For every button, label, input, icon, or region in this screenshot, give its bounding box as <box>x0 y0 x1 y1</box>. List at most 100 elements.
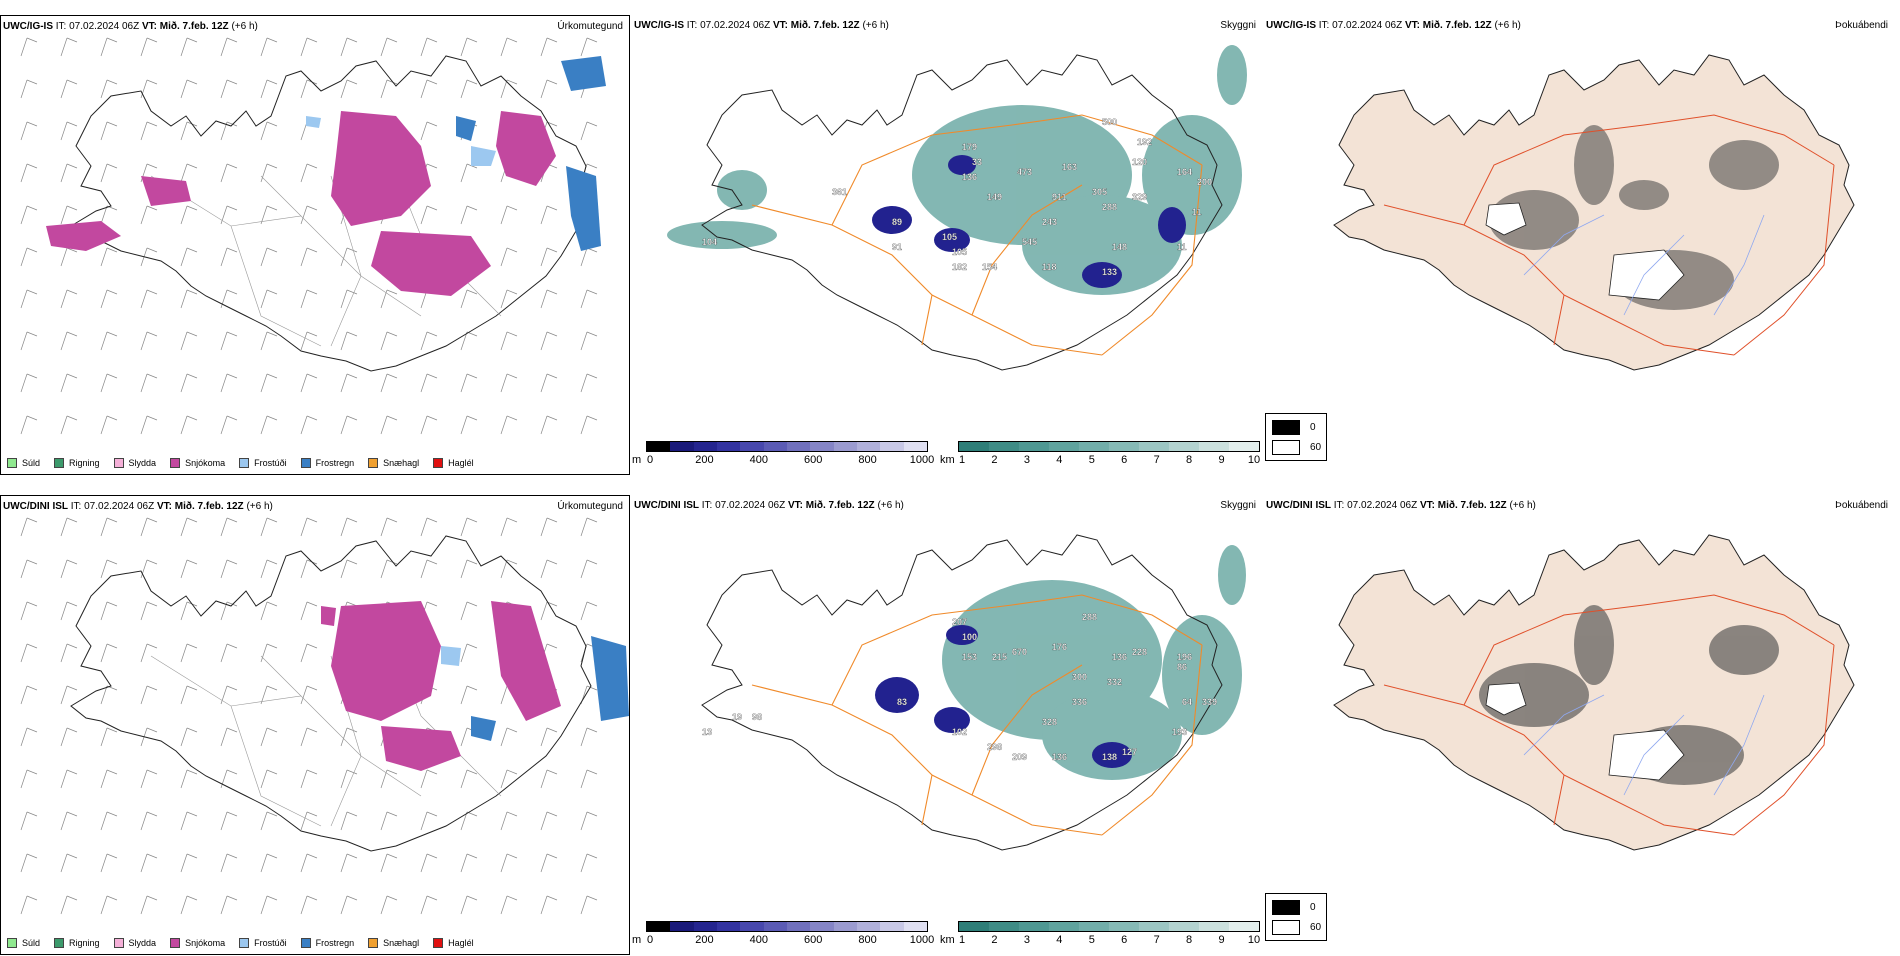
tick-label: 5 <box>1088 454 1095 466</box>
road-network <box>1383 114 1835 356</box>
legend-item: Snjókoma <box>170 458 225 468</box>
visibility-colorbar-row2: km 1 2 3 4 5 6 7 8 9 10 <box>940 915 1265 949</box>
freezing-drizzle-area <box>441 646 461 666</box>
tick-label: 10 <box>1247 934 1261 946</box>
legend-swatch <box>300 458 311 468</box>
color-step <box>1229 922 1259 931</box>
legend-item: Haglél <box>433 938 474 948</box>
color-step <box>856 442 881 451</box>
fog-map <box>1333 54 1855 371</box>
legend-label: Slydda <box>128 938 157 948</box>
tick-label: 600 <box>804 934 823 946</box>
ceiling-value-label: 545 <box>1022 237 1037 247</box>
ceiling-value-label: 339 <box>1202 697 1217 707</box>
ceiling-value-label: 182 <box>952 262 967 272</box>
iceland-coastline <box>70 535 592 852</box>
field-name: Þokuábendi <box>1835 20 1888 31</box>
panel-title: UWC/DINI ISL IT: 07.02.2024 06Z VT: Mið.… <box>1266 500 1536 511</box>
legend-swatch <box>300 938 311 948</box>
color-step <box>763 922 787 931</box>
legend-item: Súld <box>7 458 40 468</box>
ceiling-value-label: 196 <box>1177 652 1192 662</box>
ceiling-value-label: 11 <box>1192 207 1202 217</box>
tick-label: 7 <box>1153 934 1160 946</box>
color-step <box>989 442 1019 451</box>
ceiling-value-label: 473 <box>1017 167 1032 177</box>
ceiling-value-label: 91 <box>892 242 902 252</box>
color-step <box>693 922 717 931</box>
freezing-rain-area <box>471 636 629 741</box>
legend-swatch <box>7 458 17 468</box>
road-network <box>751 114 1203 356</box>
snowfall-area <box>321 601 561 771</box>
panel-title: UWC/DINI ISL IT: 07.02.2024 06Z VT: Mið.… <box>3 501 273 512</box>
color-step <box>1079 922 1109 931</box>
legend-label: Frostregn <box>315 458 355 468</box>
ceiling-value-label: 228 <box>1132 647 1147 657</box>
legend-item: Súld <box>7 938 40 948</box>
legend-item: Snæhagl <box>368 938 419 948</box>
height-bar <box>646 441 928 452</box>
legend-item: Snæhagl <box>368 458 419 468</box>
legend-item: Frostúði <box>239 938 287 948</box>
ceiling-value-label: 118 <box>1042 262 1057 272</box>
ceiling-value-label: 215 <box>992 652 1007 662</box>
color-step <box>880 442 904 451</box>
field-name: Úrkomutegund <box>557 501 623 512</box>
color-step <box>1199 442 1229 451</box>
height-colorbar-row2: m 0 200 400 600 800 1000 <box>632 915 934 949</box>
color-step <box>1139 922 1169 931</box>
height-colorbar-row1: m 0 200 400 600 800 1000 <box>632 435 934 469</box>
ceiling-value-label: 127 <box>1122 747 1137 757</box>
ceiling-value-label: 105 <box>942 232 957 242</box>
visibility-unit: km <box>940 934 955 946</box>
ceiling-value-label: 361 <box>832 187 847 197</box>
legend-swatch <box>54 458 65 468</box>
ceiling-value-label: 207 <box>952 617 967 627</box>
tick-label: 200 <box>695 934 714 946</box>
color-step <box>1229 442 1259 451</box>
color-step <box>1019 442 1049 451</box>
tick-label: 400 <box>749 454 768 466</box>
tick-label: 10 <box>1247 454 1261 466</box>
legend-label: Haglél <box>448 458 474 468</box>
legend-label: Rigning <box>69 938 100 948</box>
glaciers <box>1485 682 1685 781</box>
legend-item: Haglél <box>433 458 474 468</box>
fog-indicator-panel-row2: UWC/DINI ISL IT: 07.02.2024 06Z VT: Mið.… <box>1264 495 1894 955</box>
color-step <box>716 442 741 451</box>
ceiling-value-label: 176 <box>1052 642 1067 652</box>
color-step <box>810 442 834 451</box>
fog-swatch-0 <box>1272 420 1300 435</box>
precip-legend: Súld Rigning Slydda Snjókoma Frostúði Frostre… <box>7 938 474 948</box>
road-network <box>1383 594 1835 836</box>
color-step <box>786 922 811 931</box>
ceiling-map: 207 100 153 215 670 176 288 136 300 332 228 196 83 33… <box>701 534 1246 851</box>
iceland-coastline <box>70 55 592 372</box>
field-name: Úrkomutegund <box>557 21 623 32</box>
tick-label: 800 <box>858 934 877 946</box>
ceiling-value-label: 179 <box>962 142 977 152</box>
visibility-shading <box>667 45 1247 295</box>
height-bar <box>646 921 928 932</box>
ceiling-value-label: 104 <box>702 237 717 247</box>
legend-swatch <box>433 458 444 468</box>
tick-label: 6 <box>1121 454 1128 466</box>
ceiling-value-label: 298 <box>987 742 1002 752</box>
ceiling-value-label: 209 <box>1012 752 1027 762</box>
color-step <box>1199 922 1229 931</box>
legend-swatch <box>170 938 181 948</box>
color-step <box>647 922 671 931</box>
fog-map <box>1333 534 1855 851</box>
legend-item: Rigning <box>54 458 100 468</box>
ceiling-value-label: 670 <box>1012 647 1027 657</box>
ceiling-value-label: 500 <box>1102 117 1117 127</box>
tick-label: 0 <box>646 934 654 946</box>
legend-label: Snæhagl <box>383 938 420 948</box>
road-network <box>751 594 1203 836</box>
rivers <box>1523 694 1765 796</box>
ceiling-value-label: 328 <box>1042 717 1057 727</box>
ceiling-value-label: 336 <box>1072 697 1087 707</box>
tick-label: 3 <box>1023 454 1030 466</box>
height-unit: m <box>632 934 642 946</box>
